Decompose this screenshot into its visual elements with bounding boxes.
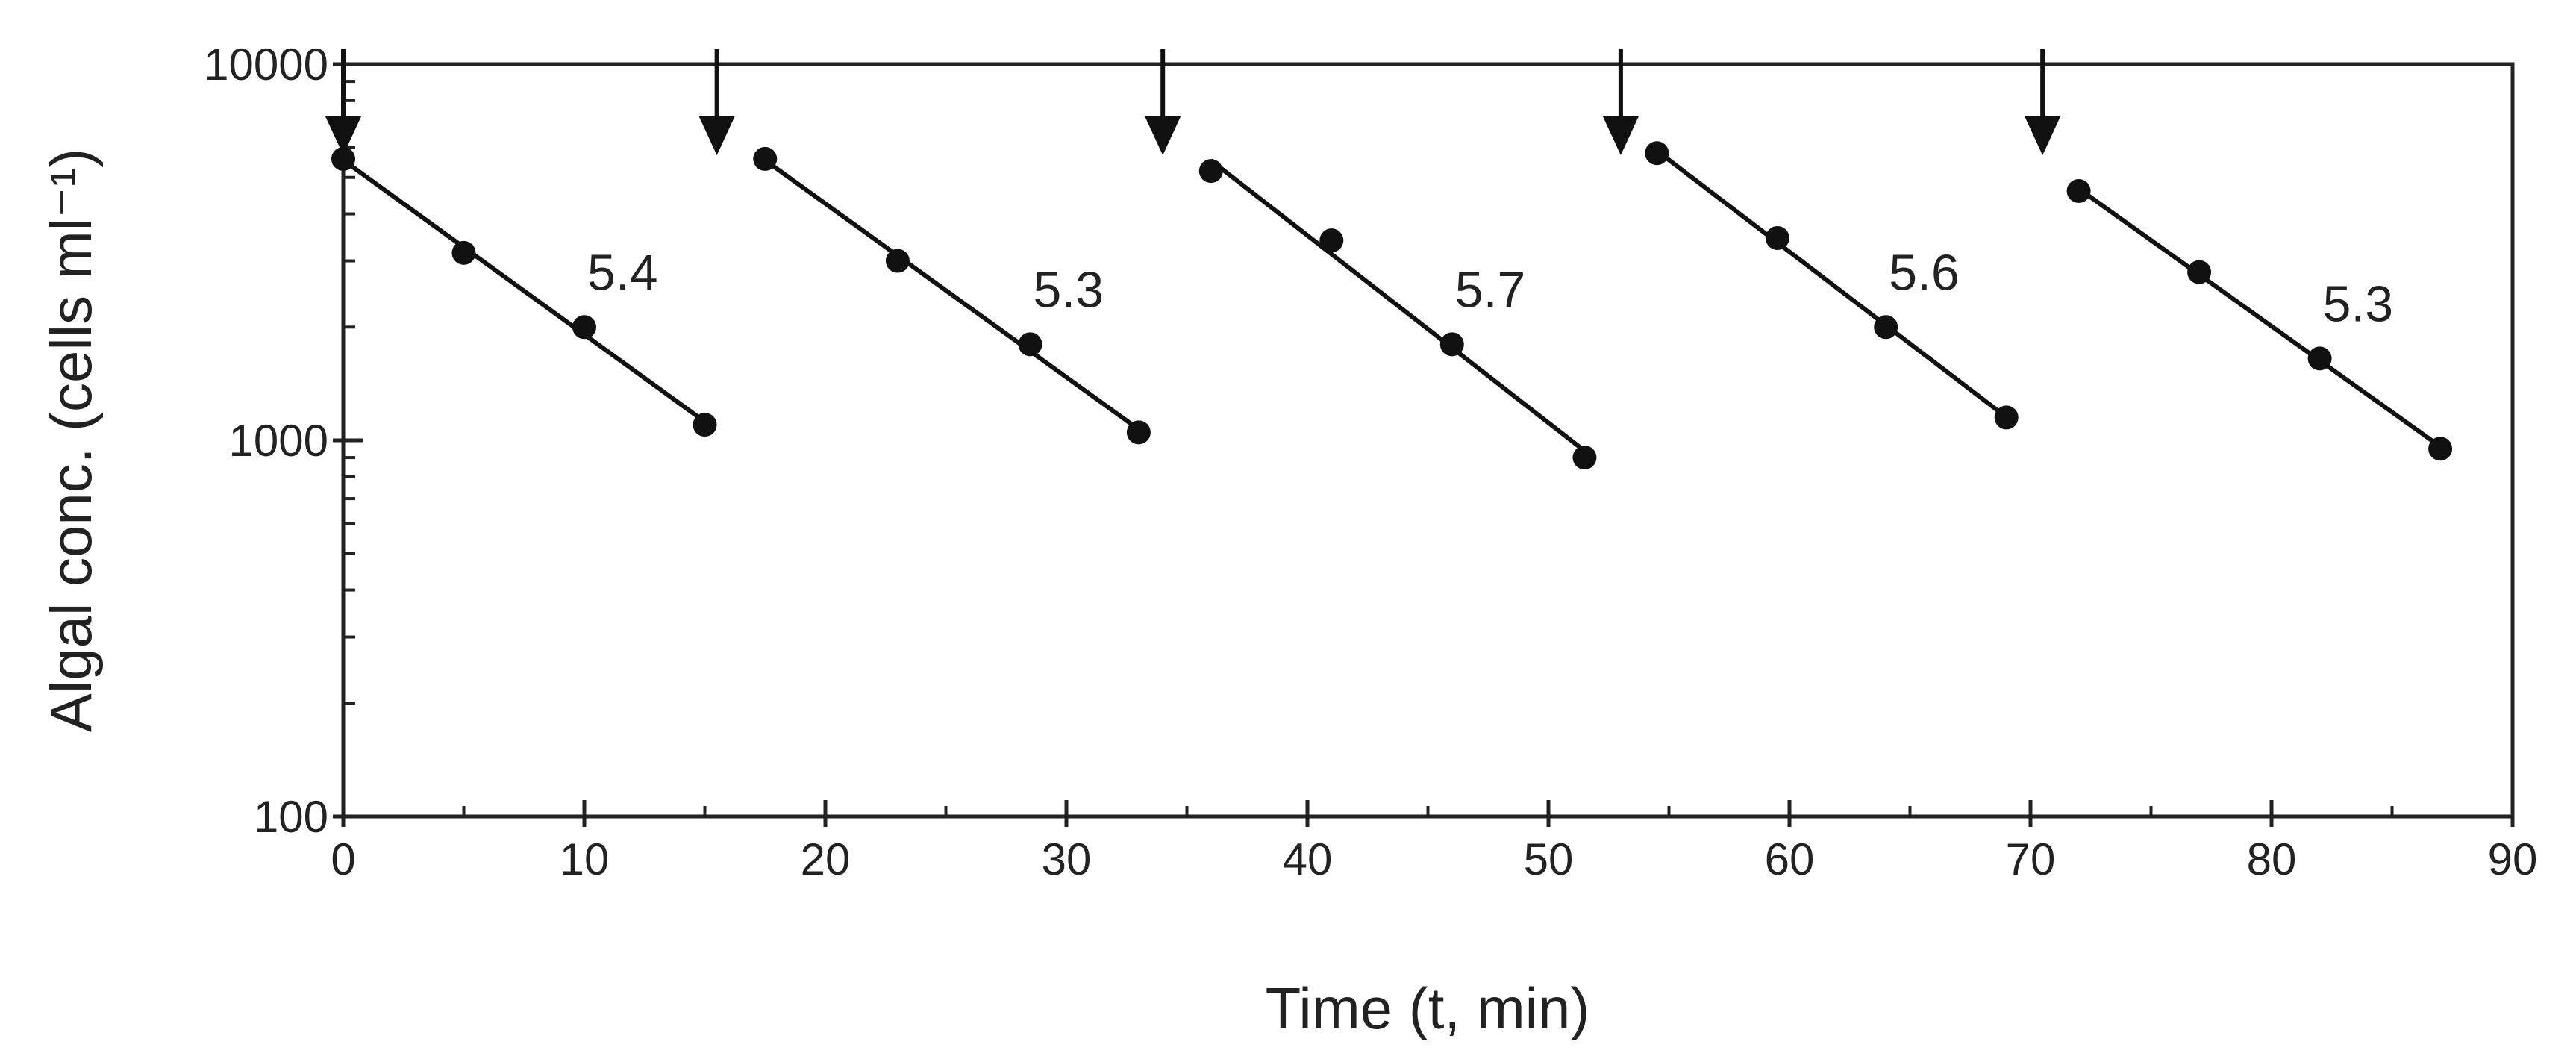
x-tick-label: 10 [560,834,610,884]
data-point [2307,346,2332,371]
x-tick-label: 20 [801,834,851,884]
x-tick-label: 0 [331,834,355,884]
arrow-head [1602,116,1639,155]
slope-label: 5.6 [1889,244,1960,301]
data-point [2187,260,2212,284]
data-point [753,146,778,171]
slope-label: 5.3 [2323,275,2394,332]
data-point [1198,159,1223,184]
x-tick-label: 50 [1524,834,1574,884]
data-point [2428,437,2453,461]
y-axis-title: Algal conc. (cells ml⁻¹) [38,149,104,732]
y-tick-label: 10000 [204,40,328,90]
data-point [2066,178,2091,203]
x-tick-label: 90 [2488,834,2538,884]
arrow-head [2025,116,2061,155]
series-line [1655,149,2008,419]
data-point [451,240,476,265]
x-tick-label: 40 [1283,834,1333,884]
data-point [572,315,596,340]
x-axis: 0 10 20 30 40 50 60 70 80 90 [331,800,2537,884]
data-point [1319,228,1344,253]
data-point [1126,420,1151,445]
data-point [1572,446,1597,470]
data-point [693,413,717,437]
arrow-head [1145,116,1181,155]
y-tick-label: 100 [254,792,328,842]
series-line [342,158,707,424]
x-tick-label: 80 [2247,834,2297,884]
data-point [1994,405,2019,430]
x-tick-label: 60 [1765,834,1815,884]
data-point [1645,141,1669,166]
y-axis: 100 1000 10000 [204,40,363,842]
data-point [1874,315,1898,340]
data-point [885,249,910,273]
data-point [1765,225,1789,250]
series-group [331,141,2453,470]
series-line [763,158,1140,431]
data-point [1018,332,1042,357]
arrow-head [698,116,735,155]
x-axis-title: Time (t, min) [1266,975,1590,1041]
slope-label: 5.7 [1455,261,1526,318]
x-tick-label: 30 [1042,834,1092,884]
slope-label: 5.4 [587,244,658,301]
y-tick-label: 1000 [229,416,328,466]
series-line [2077,187,2442,449]
x-tick-label: 70 [2006,834,2056,884]
plot-frame [341,62,2515,819]
arrow-markers [325,49,2061,155]
series-line [1209,158,1586,453]
slope-label: 5.3 [1034,261,1104,318]
data-point [1439,332,1464,357]
data-point [331,146,355,171]
arrow-head [325,116,361,155]
data-labels: 5.4 5.3 5.7 5.6 5.3 [587,244,2393,332]
